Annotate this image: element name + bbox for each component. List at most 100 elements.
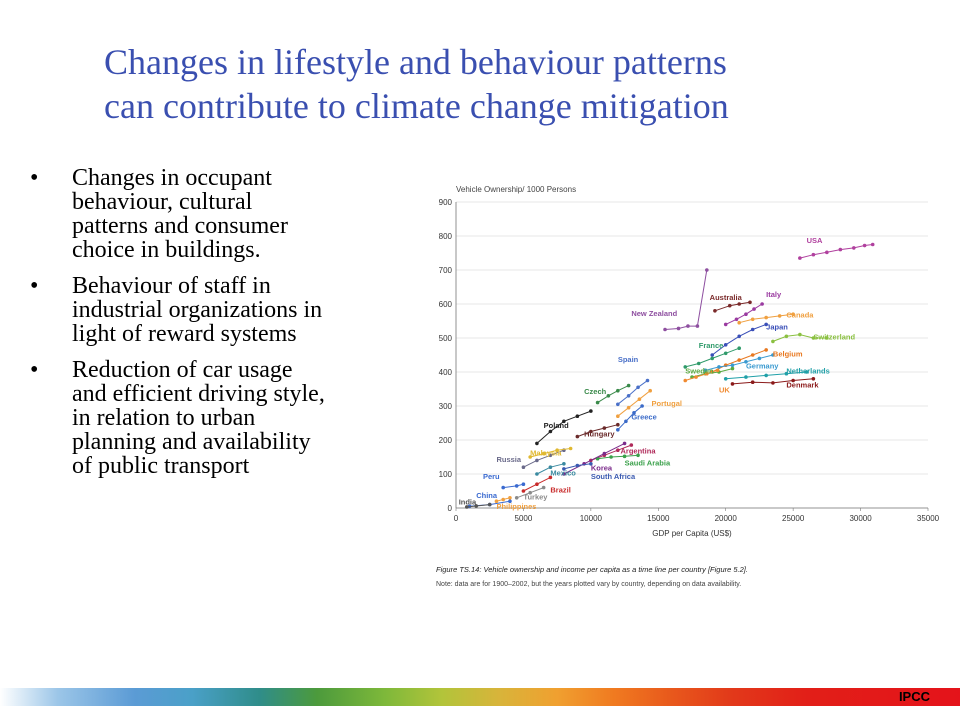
data-point xyxy=(798,256,802,260)
data-point xyxy=(683,378,688,383)
data-point xyxy=(730,382,735,386)
data-point xyxy=(730,363,735,367)
data-point xyxy=(501,497,505,502)
data-point xyxy=(715,368,720,373)
data-point xyxy=(535,482,539,487)
data-point xyxy=(622,441,627,446)
data-point xyxy=(562,467,566,471)
data-point xyxy=(508,496,512,500)
series-label: USA xyxy=(807,236,823,245)
data-point xyxy=(514,484,519,488)
data-point xyxy=(760,302,764,306)
vehicle-ownership-chart: Vehicle Ownership/ 1000 Persons 0 100 200 30… xyxy=(436,185,940,588)
data-point xyxy=(629,443,634,447)
data-point xyxy=(723,343,728,347)
data-point xyxy=(686,324,690,328)
data-point xyxy=(696,361,701,366)
bullet-line: Behaviour of staff in xyxy=(72,273,271,299)
figure-note: Note: data are for 1900–2002, but the ye… xyxy=(436,581,741,588)
series-label: Australia xyxy=(710,293,743,302)
series-line xyxy=(705,354,774,371)
series-label: China xyxy=(476,491,498,500)
data-point xyxy=(825,250,829,255)
data-point xyxy=(713,309,717,313)
data-point xyxy=(750,380,755,384)
data-point xyxy=(737,334,741,339)
data-point xyxy=(589,462,593,466)
data-point xyxy=(602,426,607,430)
series-line xyxy=(503,483,524,489)
data-point xyxy=(683,365,688,369)
data-point xyxy=(744,360,748,364)
data-point xyxy=(723,377,728,381)
data-point xyxy=(752,307,756,311)
data-point xyxy=(562,472,566,476)
series-label: Brazil xyxy=(550,486,570,495)
data-point xyxy=(521,465,526,470)
data-point xyxy=(501,485,505,490)
data-point xyxy=(811,336,816,340)
footer-org-label: IPCC xyxy=(898,689,930,704)
data-point xyxy=(750,317,755,322)
data-point xyxy=(705,371,709,376)
series-label: Japan xyxy=(766,323,788,332)
data-point xyxy=(548,475,553,480)
data-point xyxy=(750,327,755,332)
y-tick-label: 400 xyxy=(439,368,453,377)
x-tick-label: 30000 xyxy=(849,514,872,523)
series-label: France xyxy=(699,341,724,350)
data-point xyxy=(602,451,607,456)
data-point xyxy=(870,242,875,247)
data-point xyxy=(825,336,829,340)
bullet-list: • Changes in occupant behaviour, cultura… xyxy=(30,166,410,490)
data-point xyxy=(744,312,748,316)
data-point xyxy=(852,246,856,250)
data-point xyxy=(777,314,782,318)
series-line xyxy=(617,405,643,431)
data-point xyxy=(528,490,532,495)
bullet-line: industrial organizations in xyxy=(72,297,323,323)
series-line xyxy=(577,424,618,438)
data-point xyxy=(744,375,748,379)
data-point xyxy=(541,451,546,456)
data-point xyxy=(548,429,553,434)
data-point xyxy=(464,505,469,509)
data-point xyxy=(676,326,681,331)
data-point xyxy=(514,496,519,500)
bullet-line: Reduction of car usage xyxy=(72,357,293,383)
data-point xyxy=(764,315,768,320)
data-point xyxy=(804,370,809,374)
data-point xyxy=(535,472,539,476)
bullet-item: • Behaviour of staff in industrial organ… xyxy=(30,274,410,346)
data-point xyxy=(811,377,816,381)
data-point xyxy=(737,320,741,325)
data-point xyxy=(562,419,566,424)
data-point xyxy=(757,356,762,361)
series-label: Spain xyxy=(618,355,639,364)
data-point xyxy=(737,302,741,306)
data-point xyxy=(626,383,631,388)
data-point xyxy=(798,332,802,337)
data-point xyxy=(710,356,715,361)
bullet-item: • Changes in occupant behaviour, cultura… xyxy=(30,166,410,262)
x-tick-label: 10000 xyxy=(580,514,603,523)
slide-title: Changes in lifestyle and behaviour patte… xyxy=(104,40,884,128)
series-label: Czech xyxy=(584,387,607,396)
series-line xyxy=(691,368,733,378)
data-point xyxy=(616,414,620,418)
y-tick-label: 0 xyxy=(448,504,453,513)
data-point xyxy=(575,414,580,418)
data-point xyxy=(595,400,600,405)
bullet-line: of public transport xyxy=(72,453,250,479)
series-label: Denmark xyxy=(786,380,819,389)
data-point xyxy=(535,458,539,463)
slide-title-line: can contribute to climate change mitigat… xyxy=(104,86,729,126)
data-point xyxy=(791,312,795,316)
bullet-line: and efficient driving style, xyxy=(72,381,325,407)
series-label: Malaysia xyxy=(530,448,562,457)
data-point xyxy=(764,348,768,352)
bullet-dot: • xyxy=(30,273,39,299)
series-label: Saudi Arabia xyxy=(625,459,671,468)
y-tick-label: 300 xyxy=(439,402,453,411)
y-tick-label: 800 xyxy=(439,232,453,241)
